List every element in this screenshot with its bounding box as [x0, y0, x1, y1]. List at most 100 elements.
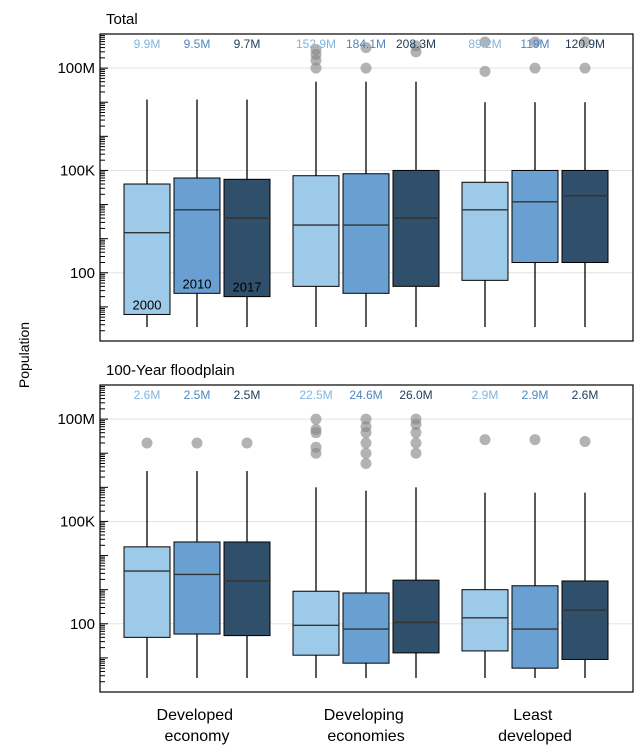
- total-annotation: 9.9M: [134, 37, 161, 51]
- outlier-point: [360, 62, 372, 74]
- box-2017: 2.6M: [561, 388, 609, 678]
- box-2010: 2.5M: [173, 388, 221, 678]
- category-label-least: Least developed: [498, 707, 572, 745]
- box-iqr: [561, 169, 609, 264]
- total-annotation: 184.1M: [346, 37, 386, 51]
- box-iqr: [173, 177, 221, 294]
- outlier-point: [479, 36, 491, 48]
- panel-title-total: Total: [106, 11, 138, 28]
- plot-frame: [99, 33, 634, 342]
- box-2010: 119M: [511, 36, 559, 327]
- box-iqr: [292, 175, 340, 287]
- year-label-2010: 2010: [183, 276, 212, 291]
- panel-title-floodplain: 100-Year floodplain: [106, 362, 235, 379]
- box-2000: 89.2M: [461, 36, 509, 327]
- panel-floodplain: 100-Year floodplain 100 100K 100M 2.6M 2.5M 2…: [57, 362, 634, 693]
- total-annotation: 26.0M: [399, 388, 432, 402]
- box-2010: 184.1M: [342, 37, 390, 327]
- box-2000: 2.9M: [461, 388, 509, 678]
- outlier-point: [579, 36, 591, 48]
- total-annotation: 2.5M: [184, 388, 211, 402]
- box-iqr: [223, 541, 271, 637]
- outlier-point: [310, 441, 322, 453]
- total-annotation: 2.9M: [472, 388, 499, 402]
- box-2000: 9.9M 2000: [123, 37, 171, 327]
- total-annotation: 2.6M: [134, 388, 161, 402]
- box-iqr: [342, 173, 390, 294]
- box-iqr: [123, 183, 171, 315]
- box-2000: 2.6M: [123, 388, 171, 678]
- box-iqr: [223, 178, 271, 298]
- outlier-point: [360, 437, 372, 449]
- panel-total: Total 100 100K 100M 9.9M 2000 9.5M 2010 9.7M 201…: [57, 11, 634, 342]
- box-iqr: [342, 592, 390, 664]
- total-annotation: 2.6M: [572, 388, 599, 402]
- box-iqr: [561, 580, 609, 660]
- box-2010: 9.5M 2010: [173, 37, 221, 327]
- box-iqr: [292, 590, 340, 656]
- outlier-point: [479, 65, 491, 77]
- box-2000: 152.9M: [292, 37, 340, 327]
- outlier-point: [529, 36, 541, 48]
- y-axis-label: Population: [16, 322, 32, 388]
- total-annotation: 22.5M: [299, 388, 332, 402]
- box-iqr: [511, 169, 559, 264]
- category-label-least-line2: developed: [498, 728, 572, 745]
- outlier-point: [360, 447, 372, 459]
- total-annotation: 9.7M: [234, 37, 261, 51]
- category-labels: Developed economy Developing economies L…: [157, 707, 572, 745]
- outlier-point: [310, 44, 322, 56]
- box-iqr: [461, 181, 509, 281]
- y-tick-label: 100K: [60, 513, 95, 530]
- category-label-developed: Developed economy: [157, 707, 238, 745]
- box-iqr: [392, 579, 440, 654]
- category-label-developed-line1: Developed: [157, 707, 234, 724]
- outlier-point: [360, 421, 372, 433]
- total-annotation: 9.5M: [184, 37, 211, 51]
- total-annotation: 2.5M: [234, 388, 261, 402]
- outlier-point: [310, 423, 322, 435]
- box-2017: 208.3M: [392, 37, 440, 327]
- year-label-2017: 2017: [233, 280, 262, 295]
- outlier-point: [579, 62, 591, 74]
- total-annotation: 120.9M: [565, 37, 605, 51]
- box-iqr: [511, 585, 559, 669]
- y-tick-label: 100K: [60, 162, 95, 179]
- category-label-developing-line2: economies: [327, 728, 404, 745]
- box-iqr: [392, 169, 440, 287]
- total-annotation: 208.3M: [396, 37, 436, 51]
- y-tick-label: 100: [70, 616, 95, 633]
- outlier-point: [529, 62, 541, 74]
- box-2017: 120.9M: [561, 36, 609, 327]
- y-tick-label: 100: [70, 265, 95, 282]
- outlier-point: [410, 427, 422, 439]
- box-2017: 26.0M: [392, 388, 440, 678]
- year-label-2000: 2000: [133, 297, 162, 312]
- total-annotation: 89.2M: [468, 37, 501, 51]
- outlier-point: [360, 413, 372, 425]
- outlier-point: [410, 437, 422, 449]
- box-iqr: [173, 541, 221, 635]
- category-label-developed-line2: economy: [165, 728, 230, 745]
- box-2017: 2.5M: [223, 388, 271, 678]
- total-annotation: 119M: [520, 37, 549, 51]
- box-iqr: [461, 589, 509, 652]
- category-label-developing-line1: Developing: [324, 707, 404, 724]
- y-tick-label: 100M: [57, 60, 95, 77]
- outlier-point: [241, 437, 253, 449]
- category-label-least-line1: Least: [513, 707, 553, 724]
- total-annotation: 24.6M: [349, 388, 382, 402]
- outlier-point: [191, 437, 203, 449]
- outlier-point: [410, 413, 422, 425]
- outlier-point: [410, 447, 422, 459]
- outlier-point: [410, 40, 422, 52]
- box-2010: 2.9M: [511, 388, 559, 678]
- outlier-point: [360, 42, 372, 54]
- box-iqr: [123, 546, 171, 638]
- outlier-point: [579, 436, 591, 448]
- plot-frame: [99, 384, 634, 693]
- category-label-developing: Developing economies: [324, 707, 409, 745]
- outlier-point: [360, 457, 372, 469]
- outlier-point: [310, 413, 322, 425]
- outlier-point: [479, 434, 491, 446]
